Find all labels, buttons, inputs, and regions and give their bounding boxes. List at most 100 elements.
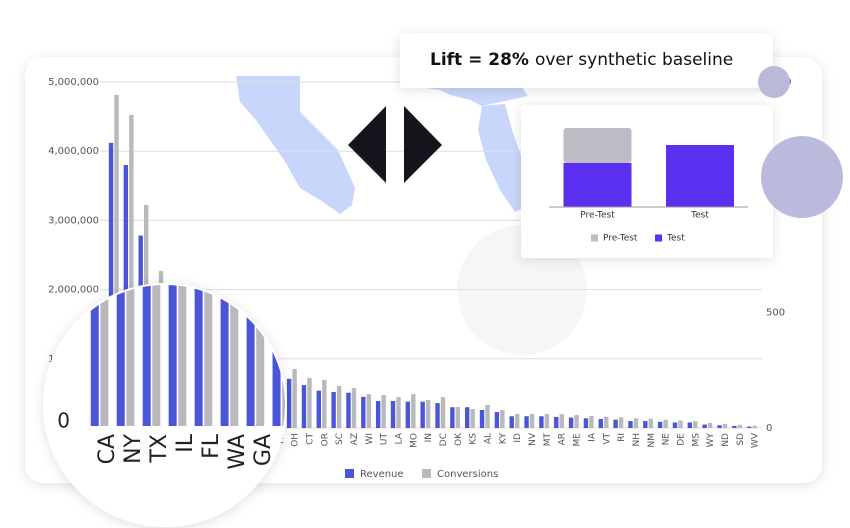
x-tick-label: MO	[409, 433, 419, 448]
zoomed-x-tick-label: CA	[95, 434, 120, 464]
bar	[455, 407, 461, 428]
bar	[351, 388, 357, 428]
bar	[657, 421, 663, 428]
bar	[554, 416, 559, 428]
x-tick-label: WY	[706, 433, 716, 448]
x-tick-label: Test	[690, 211, 709, 221]
y-tick-label: 4,000,000	[48, 146, 99, 157]
x-tick-label: SD	[736, 433, 746, 446]
x-tick-label: LA	[394, 432, 404, 444]
zoomed-bar	[246, 285, 255, 426]
x-tick-label: NM	[647, 433, 657, 448]
x-tick-label: WV	[751, 432, 761, 448]
bar	[702, 424, 707, 428]
bar	[687, 422, 693, 428]
bar	[494, 412, 500, 428]
zoomed-bar	[194, 285, 203, 426]
x-tick-label: NV	[528, 432, 538, 446]
bar	[568, 417, 574, 428]
bar	[598, 419, 603, 428]
california-map	[236, 76, 355, 214]
bar	[628, 421, 633, 428]
stacked-bar	[666, 145, 734, 207]
callout-bold: Lift = 28%	[430, 50, 529, 70]
y2-tick-label: 500	[766, 308, 785, 319]
arrow-left	[348, 106, 386, 183]
arrow-right	[404, 106, 442, 183]
zoomed-bar	[220, 285, 229, 426]
bar	[515, 413, 520, 428]
x-tick-label: MT	[543, 433, 553, 447]
zoomed-bar	[230, 285, 239, 426]
legend-swatch	[591, 234, 598, 242]
bar	[322, 380, 327, 428]
zoomed-bar	[178, 285, 187, 426]
legend-swatch	[422, 469, 431, 478]
bar	[361, 396, 366, 428]
bar	[529, 413, 535, 428]
inset-card	[521, 105, 773, 258]
bar	[114, 94, 119, 429]
zoomed-bar	[272, 296, 281, 426]
bar	[390, 401, 396, 428]
bar	[108, 142, 114, 428]
zoomed-x-tick-label: FL	[199, 433, 224, 459]
bar	[539, 416, 544, 428]
legend-label: Pre-Test	[603, 234, 638, 244]
x-tick-label: UT	[380, 433, 390, 446]
bar	[292, 368, 297, 428]
bar	[450, 407, 455, 428]
stacked-bar	[563, 163, 632, 207]
bar	[574, 415, 579, 428]
bar	[420, 401, 425, 428]
bar	[618, 417, 624, 428]
bar	[509, 416, 514, 428]
zoomed-x-tick-label: WA	[225, 434, 250, 470]
x-tick-label: ID	[513, 433, 523, 443]
bar	[693, 421, 698, 428]
y2-tick-label: 0	[766, 423, 772, 434]
florida-map	[420, 76, 530, 212]
zoomed-bar	[126, 285, 135, 427]
legend-label: Conversions	[437, 469, 498, 480]
x-tick-label: OH	[291, 433, 301, 447]
bar	[381, 395, 386, 428]
x-tick-label: KS	[469, 433, 479, 445]
bar	[301, 385, 307, 428]
bar	[643, 421, 648, 428]
zoomed-x-tick-label: NY	[121, 433, 146, 463]
x-tick-label: OK	[454, 432, 464, 446]
zoomed-bar	[100, 285, 109, 426]
bar	[604, 416, 609, 428]
x-tick-label: DE	[676, 433, 686, 446]
bar	[583, 418, 589, 428]
bar	[544, 413, 550, 428]
bar	[722, 423, 728, 428]
bar	[663, 419, 668, 428]
x-tick-label: AZ	[350, 433, 360, 445]
stacked-bar	[563, 128, 632, 163]
decor-circle	[758, 66, 790, 98]
zoomed-x-tick-label: IL	[173, 433, 198, 452]
x-tick-label: KY	[498, 433, 508, 445]
x-tick-label: NH	[632, 433, 642, 447]
bar	[485, 404, 490, 428]
bar	[396, 397, 401, 428]
bar	[411, 394, 416, 428]
legend-label: Revenue	[360, 469, 404, 480]
zoomed-y-tick-label: 0	[57, 409, 70, 433]
bar	[346, 392, 351, 428]
x-tick-label: AR	[558, 433, 568, 445]
x-tick-label: ND	[721, 433, 731, 447]
bar	[633, 418, 639, 428]
zoomed-bar	[142, 285, 151, 426]
bar	[737, 424, 743, 428]
callout: Lift = 28% over synthetic baseline	[430, 50, 733, 70]
bar	[732, 425, 737, 428]
y-tick-label: 5,000,000	[48, 77, 99, 88]
zoomed-bar	[256, 285, 265, 426]
bar	[129, 114, 134, 428]
legend-swatch	[345, 469, 354, 478]
zoomed-bar	[152, 285, 161, 427]
